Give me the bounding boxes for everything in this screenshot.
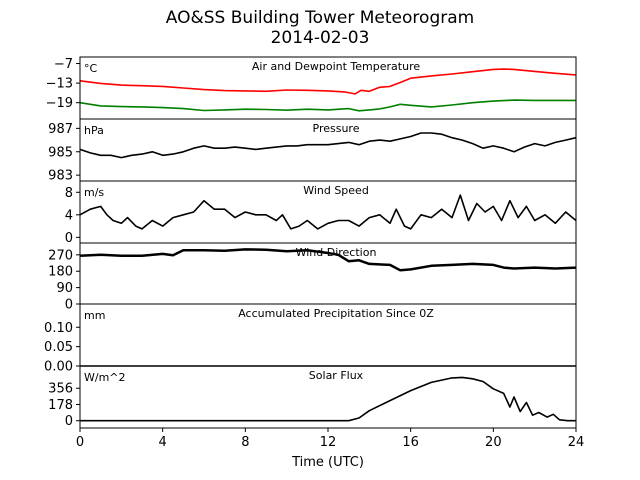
panel-4-ytick-label-1: 0.05 <box>44 340 73 355</box>
panel-5-ytick-label-1: 178 <box>48 398 73 413</box>
panel-5-series-0-line <box>80 376 576 422</box>
xtick-label-6: 24 <box>568 435 585 450</box>
figure-subtitle: 2014-02-03 <box>270 28 370 48</box>
panel-0-series-0-line <box>79 68 577 95</box>
panel-4-unit-label: mm <box>84 309 105 322</box>
panel-3-ytick-label-3: 0 <box>65 298 73 313</box>
panel-1-series-0-line <box>79 132 577 159</box>
panel-3-ytick-label-1: 180 <box>48 265 73 280</box>
panel-0-title: Air and Dewpoint Temperature <box>252 60 420 73</box>
panel-2-ytick-label-1: 4 <box>65 208 73 223</box>
panel-2-ytick-label-2: 0 <box>65 231 73 246</box>
panel-5-title: Solar Flux <box>309 369 364 382</box>
panel-2-unit-label: m/s <box>84 186 104 199</box>
panel-5-ytick-label-2: 0 <box>65 414 73 429</box>
xtick-label-1: 4 <box>159 435 167 450</box>
panel-2-title: Wind Speed <box>303 184 369 197</box>
figure-title: AO&SS Building Tower Meteorogram <box>165 8 475 28</box>
panel-3-ytick-label-0: 270 <box>48 248 73 263</box>
panel-2-ytick-label-0: 8 <box>65 186 73 201</box>
panel-1-ytick-label-0: 987 <box>48 122 73 137</box>
panel-5-ytick-label-0: 356 <box>48 382 73 397</box>
xtick-label-4: 16 <box>402 435 419 450</box>
panel-1-title: Pressure <box>313 122 360 135</box>
panel-5-unit-label: W/m^2 <box>84 371 126 384</box>
xtick-label-0: 0 <box>76 435 84 450</box>
xtick-label-5: 20 <box>485 435 502 450</box>
xtick-label-2: 8 <box>241 435 249 450</box>
panel-3-series-0-line <box>79 248 577 272</box>
panel-1-unit-label: hPa <box>84 124 104 137</box>
x-axis-label: Time (UTC) <box>291 455 364 470</box>
xtick-label-3: 12 <box>320 435 337 450</box>
panel-3-ytick-label-2: 90 <box>56 281 73 296</box>
panel-4-ytick-label-0: 0.10 <box>44 321 73 336</box>
panel-3-title: Wind Direction <box>296 246 377 259</box>
panel-0-ytick-label-1: −13 <box>46 77 73 92</box>
panel-4-title: Accumulated Precipitation Since 0Z <box>238 307 434 320</box>
panel-1-ytick-label-1: 985 <box>48 145 73 160</box>
panel-0-ytick-label-2: −19 <box>46 96 73 111</box>
panel-0-unit-label: °C <box>84 62 98 75</box>
panel-0-ytick-label-0: −7 <box>54 57 73 72</box>
panel-2-series-0-line <box>79 194 577 230</box>
panel-0-series-1-line <box>79 99 576 112</box>
panel-1-ytick-label-2: 983 <box>48 169 73 184</box>
panel-4-ytick-label-2: 0.00 <box>44 360 73 375</box>
